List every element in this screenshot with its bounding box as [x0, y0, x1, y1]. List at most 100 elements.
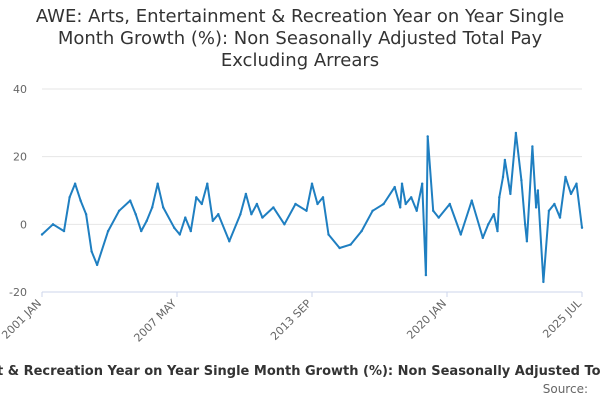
data-point — [51, 223, 55, 226]
data-point — [68, 196, 71, 199]
data-point — [525, 240, 529, 243]
data-point — [217, 213, 220, 216]
data-point — [117, 209, 121, 212]
x-tick-label: 2020 JAN — [404, 297, 449, 342]
y-tick-label: 40 — [13, 83, 27, 96]
data-point — [90, 250, 93, 253]
data-point — [162, 206, 165, 209]
data-point — [261, 216, 264, 219]
source-label: Source: — [542, 382, 588, 396]
data-point — [492, 213, 495, 216]
data-point — [558, 216, 562, 219]
data-point — [437, 216, 440, 219]
data-point — [421, 182, 424, 185]
data-point — [84, 213, 88, 216]
data-point — [404, 202, 407, 206]
data-point — [432, 209, 435, 212]
data-point — [382, 202, 385, 206]
data-point — [173, 226, 176, 229]
data-point — [459, 233, 462, 236]
data-point — [283, 223, 286, 226]
data-point — [415, 209, 418, 212]
data-point — [134, 213, 137, 216]
data-point — [272, 206, 275, 209]
data-point — [531, 145, 534, 148]
data-point — [195, 196, 198, 199]
data-point — [250, 213, 253, 216]
data-point — [393, 185, 396, 189]
data-point — [178, 233, 181, 236]
data-point — [338, 246, 341, 250]
data-point — [321, 196, 325, 199]
data-point — [580, 226, 584, 229]
data-point — [95, 263, 99, 267]
data-point — [487, 223, 490, 226]
data-point — [520, 179, 523, 182]
data-point — [211, 219, 214, 223]
data-point — [184, 216, 187, 219]
data-point — [206, 182, 209, 185]
data-point — [514, 131, 518, 135]
data-point — [255, 202, 259, 206]
data-point — [503, 158, 507, 162]
data-point — [40, 233, 44, 236]
data-point — [305, 209, 308, 212]
x-tick-label: 2007 MAY — [131, 297, 179, 345]
data-point — [553, 202, 556, 206]
data-point — [496, 229, 499, 233]
data-point — [547, 209, 551, 212]
x-tick-label: 2013 SEP — [268, 297, 314, 343]
data-point — [73, 182, 77, 185]
data-point — [575, 182, 578, 185]
data-point — [294, 202, 297, 206]
data-point — [151, 206, 154, 209]
data-point — [424, 273, 428, 277]
data-point — [228, 240, 231, 243]
legend-label: AWE: Arts, Entertainment & Recreation Ye… — [0, 364, 600, 379]
legend: AWE: Arts, Entertainment & Recreation Ye… — [0, 364, 600, 382]
data-point — [426, 135, 429, 138]
data-point — [360, 229, 363, 233]
data-point — [498, 196, 501, 199]
data-point — [200, 202, 203, 206]
data-point — [62, 229, 66, 233]
data-point — [145, 219, 148, 223]
data-point — [564, 175, 567, 179]
data-point — [400, 182, 404, 185]
data-point — [534, 206, 538, 209]
x-axis-ticks: 2001 JAN 2007 MAY 2013 SEP 2020 JAN 2025 JUL — [0, 292, 585, 345]
data-point — [244, 192, 248, 196]
series-line — [41, 132, 583, 283]
data-point — [470, 199, 473, 202]
data-point — [79, 199, 82, 202]
data-point — [239, 213, 242, 216]
data-point — [349, 243, 352, 246]
data-point — [310, 182, 314, 185]
data-point — [501, 175, 505, 179]
x-tick-label: 2025 JUL — [540, 296, 584, 340]
data-point — [129, 199, 132, 202]
data-point — [371, 209, 374, 212]
y-tick-label: -20 — [9, 286, 27, 299]
data-point — [509, 192, 512, 196]
data-point — [327, 233, 330, 236]
data-point — [106, 229, 110, 233]
data-point — [189, 229, 192, 233]
data-point — [410, 196, 413, 199]
data-point — [140, 229, 143, 233]
x-tick-label: 2001 JAN — [0, 297, 44, 342]
data-point — [448, 202, 451, 206]
data-point — [569, 192, 573, 196]
data-point — [399, 206, 402, 209]
data-point — [536, 189, 540, 192]
y-tick-label: 20 — [13, 151, 27, 164]
y-axis-ticks: -20 0 20 40 — [9, 83, 27, 299]
y-tick-label: 0 — [20, 218, 27, 231]
data-point — [156, 182, 159, 185]
data-point — [316, 202, 319, 206]
data-point — [481, 236, 484, 240]
chart-title: AWE: Arts, Entertainment & Recreation Ye… — [35, 6, 565, 71]
series-group — [40, 131, 584, 284]
data-point — [542, 280, 545, 284]
